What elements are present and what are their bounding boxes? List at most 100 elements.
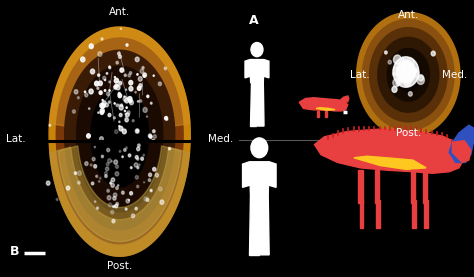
Circle shape [89, 44, 93, 48]
Circle shape [115, 84, 118, 87]
Circle shape [102, 101, 106, 105]
Circle shape [131, 214, 135, 218]
Circle shape [149, 135, 152, 138]
Circle shape [84, 91, 86, 93]
Circle shape [119, 121, 120, 122]
Circle shape [431, 51, 435, 56]
Circle shape [102, 99, 103, 101]
Circle shape [395, 74, 402, 82]
Circle shape [164, 117, 167, 120]
Circle shape [150, 189, 152, 192]
Circle shape [409, 92, 412, 96]
Circle shape [143, 73, 146, 77]
Circle shape [113, 196, 116, 200]
Circle shape [91, 69, 95, 74]
Circle shape [109, 66, 110, 68]
Circle shape [98, 112, 99, 113]
Circle shape [107, 196, 111, 200]
Circle shape [122, 129, 127, 134]
Polygon shape [268, 162, 276, 187]
Circle shape [144, 182, 145, 183]
Circle shape [140, 69, 144, 73]
Circle shape [126, 89, 127, 90]
Circle shape [405, 61, 411, 69]
Circle shape [118, 94, 121, 98]
Circle shape [104, 171, 107, 175]
Circle shape [97, 87, 99, 89]
Circle shape [98, 81, 102, 86]
Circle shape [402, 69, 410, 78]
Circle shape [100, 177, 101, 179]
Circle shape [164, 67, 166, 70]
Circle shape [406, 58, 414, 68]
Circle shape [109, 203, 112, 207]
Circle shape [109, 81, 110, 83]
Polygon shape [357, 12, 460, 137]
Text: Med.: Med. [442, 70, 467, 80]
Circle shape [119, 126, 120, 127]
Polygon shape [299, 98, 348, 111]
Circle shape [400, 67, 402, 70]
Circle shape [103, 76, 106, 80]
Circle shape [135, 176, 138, 179]
Circle shape [115, 88, 116, 89]
Polygon shape [245, 60, 251, 78]
Circle shape [118, 55, 121, 58]
Circle shape [142, 66, 144, 69]
Circle shape [125, 208, 127, 210]
Circle shape [128, 99, 132, 103]
Circle shape [169, 148, 171, 150]
Circle shape [113, 193, 117, 197]
Circle shape [118, 185, 119, 186]
Circle shape [96, 175, 98, 177]
Polygon shape [49, 27, 190, 256]
Circle shape [160, 200, 164, 204]
Polygon shape [387, 48, 429, 101]
Polygon shape [395, 58, 421, 91]
Circle shape [153, 167, 156, 171]
Circle shape [119, 113, 122, 117]
Circle shape [393, 57, 419, 87]
Circle shape [92, 157, 95, 161]
Circle shape [137, 147, 140, 151]
Circle shape [116, 186, 118, 189]
Polygon shape [378, 37, 439, 112]
Circle shape [129, 100, 133, 105]
Circle shape [97, 207, 99, 209]
Circle shape [158, 82, 162, 86]
Circle shape [116, 202, 118, 205]
Circle shape [396, 82, 399, 86]
Circle shape [120, 28, 121, 29]
Circle shape [116, 61, 118, 64]
Circle shape [138, 77, 142, 81]
Circle shape [121, 191, 124, 194]
Circle shape [116, 104, 118, 107]
Bar [412, 200, 416, 228]
Circle shape [114, 78, 118, 83]
Circle shape [402, 70, 408, 76]
Circle shape [139, 84, 142, 87]
Polygon shape [449, 125, 474, 162]
Circle shape [144, 197, 147, 201]
Circle shape [114, 160, 118, 164]
Circle shape [111, 178, 115, 182]
Circle shape [74, 90, 78, 94]
Circle shape [100, 103, 103, 108]
Circle shape [113, 117, 115, 119]
Circle shape [153, 75, 154, 76]
Circle shape [166, 118, 168, 120]
Circle shape [153, 135, 156, 138]
Circle shape [130, 192, 133, 195]
Circle shape [393, 79, 400, 87]
Circle shape [122, 156, 123, 158]
Circle shape [140, 100, 142, 102]
Circle shape [105, 79, 106, 81]
Polygon shape [370, 28, 447, 122]
Circle shape [123, 97, 128, 101]
Circle shape [119, 126, 123, 131]
Circle shape [413, 70, 419, 77]
Circle shape [125, 114, 127, 115]
Circle shape [105, 175, 107, 178]
Circle shape [136, 129, 139, 133]
Circle shape [117, 85, 118, 87]
